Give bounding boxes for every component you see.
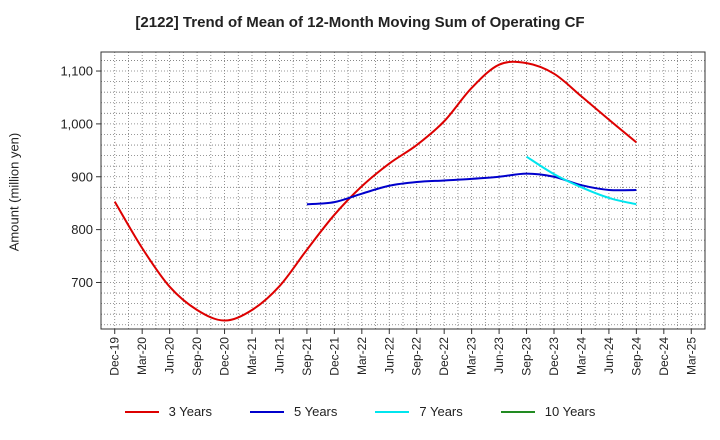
x-ticks: Dec-19 Mar-20 Jun-20 Sep-20 Dec-20 Mar-21 Jun-…	[108, 329, 698, 376]
y-tick-label: 1,100	[60, 64, 93, 79]
x-tick-label: Mar-25	[684, 337, 698, 375]
x-tick-label: Sep-23	[520, 337, 534, 376]
legend-swatch	[250, 410, 284, 413]
legend-item: 5 Years	[250, 404, 337, 419]
x-tick-label: Sep-22	[410, 337, 424, 376]
series-line-5-years	[306, 172, 637, 206]
legend-swatch	[124, 410, 159, 413]
y-tick-label: 900	[71, 169, 93, 184]
legend-swatch	[375, 410, 410, 413]
x-tick-label: Mar-21	[245, 337, 259, 375]
x-tick-label: Dec-20	[218, 337, 232, 376]
x-tick-label: Mar-20	[135, 337, 149, 375]
x-tick-label: Jun-21	[272, 337, 286, 374]
plot-frame	[100, 51, 706, 330]
legend-swatch	[500, 410, 535, 413]
series-line-3-years	[113, 60, 638, 322]
x-tick-label: Jun-23	[492, 337, 506, 374]
x-tick-label: Dec-22	[437, 337, 451, 376]
series-line-7-years	[526, 155, 637, 206]
x-tick-label: Jun-24	[602, 337, 616, 374]
legend-label: 7 Years	[419, 404, 463, 419]
x-tick-label: Sep-24	[629, 337, 643, 376]
y-tick-label: 800	[71, 222, 93, 237]
legend-label: 3 Years	[168, 404, 212, 419]
x-tick-label: Dec-24	[657, 337, 671, 376]
x-tick-label: Dec-21	[327, 337, 341, 376]
chart-title: [2122] Trend of Mean of 12-Month Moving …	[135, 14, 585, 31]
legend-item: 10 Years	[500, 404, 596, 419]
x-tick-label: Jun-22	[382, 337, 396, 374]
legend-item: 3 Years	[124, 404, 212, 419]
x-tick-label: Sep-21	[300, 337, 314, 376]
x-tick-label: Mar-23	[465, 337, 479, 375]
x-tick-label: Dec-19	[108, 337, 122, 376]
x-tick-label: Jun-20	[163, 337, 177, 374]
x-tick-label: Dec-23	[547, 337, 561, 376]
legend-label: 5 Years	[294, 404, 338, 419]
y-tick-label: 700	[71, 275, 93, 290]
y-tick-label: 1,000	[60, 116, 93, 131]
legend-item: 7 Years	[375, 404, 463, 419]
y-ticks: 700 800 900 1,000 1,100	[60, 64, 101, 290]
x-tick-label: Mar-24	[574, 337, 588, 375]
x-tick-label: Mar-22	[355, 337, 369, 375]
series-layer	[113, 60, 638, 322]
legend: 3 Years 5 Years 7 Years 10 Years	[0, 404, 720, 419]
x-tick-label: Sep-20	[190, 337, 204, 376]
legend-label: 10 Years	[544, 404, 596, 419]
